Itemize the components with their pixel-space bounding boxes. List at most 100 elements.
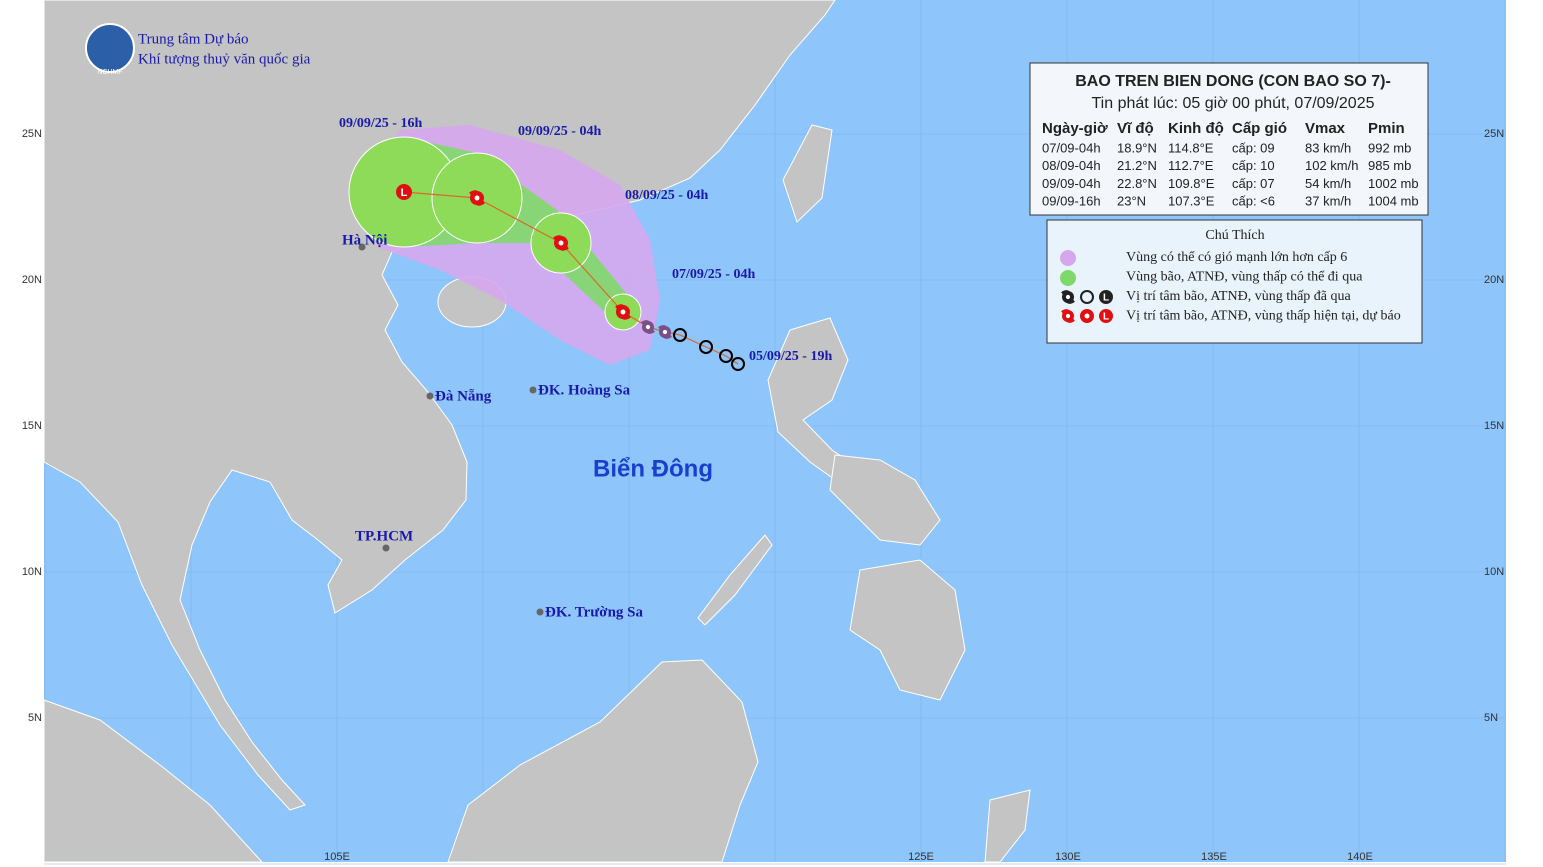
- storm-eye: [1065, 294, 1071, 300]
- lat-label: 25N: [22, 128, 42, 140]
- table-cell: 1004 mb: [1368, 194, 1419, 209]
- table-cell: 21.2°N: [1117, 158, 1157, 173]
- column-header: Vĩ độ: [1117, 120, 1154, 137]
- lat-label: 5N: [28, 712, 42, 724]
- table-cell: 09/09-16h: [1042, 194, 1101, 209]
- storm-spiral: [1061, 309, 1075, 323]
- storm-spiral: [615, 304, 631, 320]
- table-cell: 1002 mb: [1368, 176, 1419, 191]
- storm-spiral: [1061, 290, 1075, 304]
- margin: [1506, 0, 1543, 867]
- place-dot: [529, 386, 537, 394]
- track-label: 05/09/25 - 19h: [749, 349, 832, 364]
- table-cell: 22.8°N: [1117, 176, 1157, 191]
- legend-item: Vị trí tâm bão, ATNĐ, vùng thấp đã qua: [1126, 289, 1352, 304]
- low-symbol: [396, 184, 412, 200]
- table-cell: 992 mb: [1368, 140, 1411, 155]
- table-cell: cấp: 09: [1232, 140, 1275, 155]
- legend-swatch: [1099, 290, 1113, 304]
- lon-label: 130E: [1055, 851, 1081, 863]
- storm-spiral: [469, 190, 485, 206]
- column-header: Kinh độ: [1168, 120, 1224, 137]
- legend-item: Vùng bão, ATNĐ, vùng thấp có thể đi qua: [1126, 270, 1363, 285]
- storm-eye: [662, 329, 668, 335]
- table-cell: 54 km/h: [1305, 176, 1351, 191]
- lat-label: 15N: [1484, 420, 1504, 432]
- table-cell: cấp: 10: [1232, 158, 1275, 173]
- sumatra: [43, 699, 264, 863]
- visayas: [829, 454, 941, 546]
- table-cell: 07/09-04h: [1042, 140, 1101, 155]
- table-cell: cấp: 07: [1232, 176, 1275, 191]
- legend-swatch: [1099, 309, 1113, 323]
- place-dot: [358, 243, 366, 251]
- lat-label: 20N: [22, 274, 42, 286]
- track-label: 07/09/25 - 04h: [672, 267, 755, 282]
- storm-cone: [348, 125, 739, 365]
- sulawesi: [984, 789, 1031, 863]
- legend-item: Vị trí tâm bão, ATNĐ, vùng thấp hiện tại…: [1126, 309, 1401, 324]
- place-dot: [536, 608, 544, 616]
- bulletin-title: BAO TREN BIEN DONG (CON BAO SO 7)-: [1075, 73, 1391, 90]
- low-letter: L: [401, 187, 408, 199]
- place-label: Đà Nẵng: [435, 388, 492, 404]
- logo-text: NCHMF: [97, 69, 122, 76]
- place-label: ĐK. Trường Sa: [545, 604, 644, 620]
- lon-label: 125E: [908, 851, 934, 863]
- legend-low-letter: L: [1103, 293, 1109, 304]
- table-cell: 109.8°E: [1168, 176, 1215, 191]
- past-position: [699, 340, 713, 354]
- table-cell: 112.7°E: [1168, 158, 1214, 173]
- storm-eye: [474, 195, 480, 201]
- legend-item: Vùng có thể có gió mạnh lớn hơn cấp 6: [1126, 250, 1347, 265]
- table-cell: 985 mb: [1368, 158, 1411, 173]
- legend-swatch: [1060, 270, 1076, 286]
- boxes: BAO TREN BIEN DONG (CON BAO SO 7)- Tin ph…: [1042, 73, 1419, 324]
- lon-label: 105E: [324, 851, 350, 863]
- storm-spiral: [658, 325, 672, 339]
- storm-eye: [558, 240, 564, 246]
- lon-label: 135E: [1201, 851, 1227, 863]
- lat-label: 25N: [1484, 128, 1504, 140]
- past-position: [719, 349, 733, 363]
- sea-label: Biển Đông: [593, 455, 713, 482]
- lat-label: 5N: [1484, 712, 1498, 724]
- table-cell: 08/09-04h: [1042, 158, 1101, 173]
- logo: [85, 23, 135, 73]
- table-cell: 107.3°E: [1168, 194, 1215, 209]
- storm-eye: [620, 309, 626, 315]
- column-header: Ngày-giờ: [1042, 120, 1108, 137]
- legend-swatch: [1060, 250, 1076, 266]
- column-header: Pmin: [1368, 120, 1405, 137]
- palawan: [697, 534, 773, 626]
- storm-spiral: [641, 320, 655, 334]
- land: [43, 0, 1031, 863]
- place-label: ĐK. Hoàng Sa: [538, 382, 631, 398]
- place-dot: [426, 392, 434, 400]
- column-header: Cấp gió: [1232, 120, 1287, 137]
- legend-low-letter: L: [1103, 312, 1109, 323]
- place-dot: [382, 544, 390, 552]
- table-cell: 102 km/h: [1305, 158, 1358, 173]
- place-label: Hà Nội: [342, 232, 387, 248]
- table-cell: 23°N: [1117, 194, 1146, 209]
- bulletin-issued: Tin phát lúc: 05 giờ 00 phút, 07/09/2025: [1092, 95, 1375, 112]
- legend-swatch: [1080, 290, 1094, 304]
- track-label: 08/09/25 - 04h: [625, 188, 708, 203]
- past-position: [731, 357, 745, 371]
- table-cell: 114.8°E: [1168, 140, 1214, 155]
- taiwan: [782, 124, 833, 223]
- bulletin-box: [1029, 62, 1429, 216]
- table-cell: 18.9°N: [1117, 140, 1157, 155]
- lat-label: 15N: [22, 420, 42, 432]
- storm-eye: [1065, 313, 1071, 319]
- track-markers: L: [396, 184, 745, 371]
- lat-label: 20N: [1484, 274, 1504, 286]
- table-cell: 83 km/h: [1305, 140, 1351, 155]
- table-cell: 37 km/h: [1305, 194, 1351, 209]
- track-label: 09/09/25 - 04h: [518, 124, 601, 139]
- table-cell: 09/09-04h: [1042, 176, 1101, 191]
- legend-swatch: [1084, 313, 1090, 319]
- legend-box: [1046, 219, 1423, 344]
